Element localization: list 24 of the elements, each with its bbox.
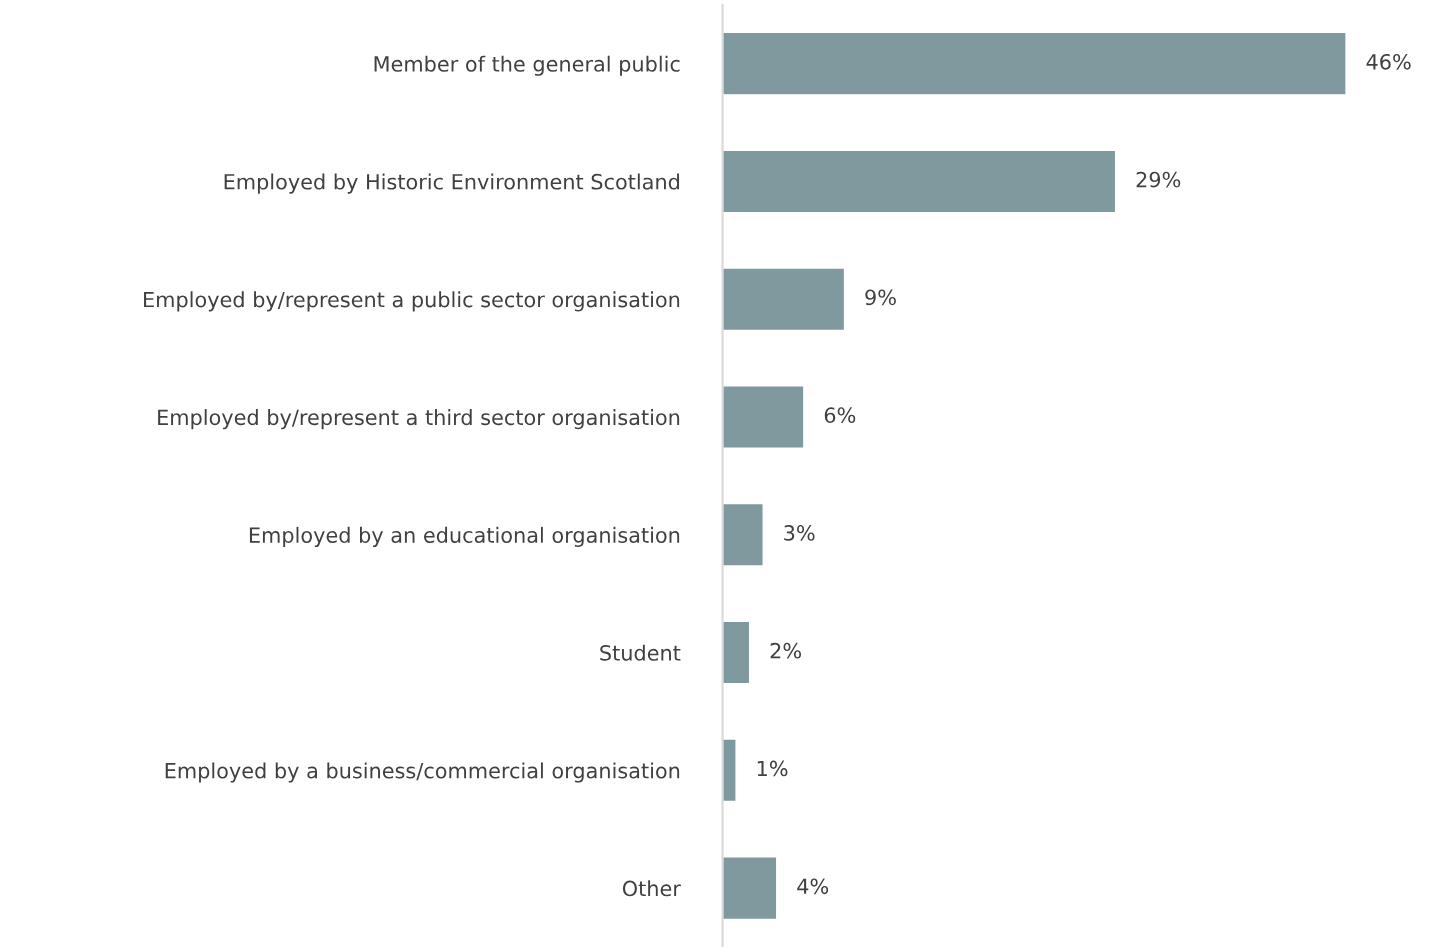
bar [722, 738, 737, 803]
bar [722, 856, 778, 921]
y-tick-label: Employed by a business/commercial organisation [165, 762, 680, 783]
bar [722, 31, 1347, 96]
data-label: 9% [865, 289, 896, 306]
y-tick-label: Member of the general public [374, 55, 680, 76]
bar [722, 502, 764, 567]
bar [722, 620, 751, 685]
y-tick-label: Employed by/represent a third sector organisation [158, 409, 680, 430]
bar [722, 149, 1117, 214]
data-label: 46% [1366, 53, 1411, 70]
data-label: 2% [770, 642, 802, 659]
bar [722, 267, 846, 332]
data-label: 29% [1136, 171, 1181, 188]
y-tick-label: Employed by Historic Environment Scotland [224, 173, 679, 194]
data-label: 6% [824, 407, 856, 424]
data-label: 3% [784, 525, 815, 541]
y-tick-label: Student [600, 644, 681, 661]
data-label: 4% [797, 878, 829, 895]
y-tick-label: Other [622, 880, 681, 897]
y-tick-label: Employed by/represent a public sector organisation [144, 291, 680, 312]
data-label: 1% [757, 760, 788, 777]
bar [722, 385, 805, 449]
y-tick-label: Employed by an educational organisation [249, 526, 680, 548]
